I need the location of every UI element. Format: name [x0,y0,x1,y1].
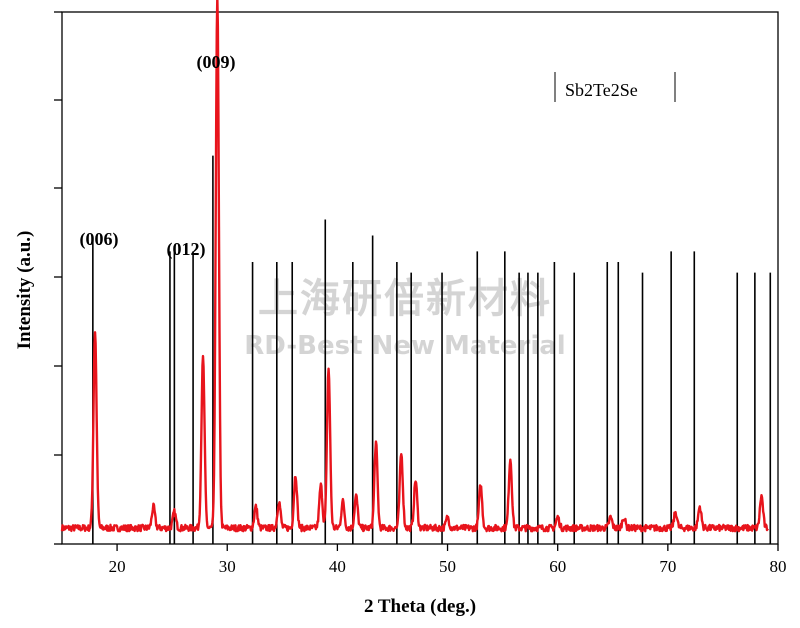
y-axis-ticks [54,11,62,545]
watermark-line2: RD-Best New Material [244,331,565,361]
reference-sticks [92,155,772,544]
legend: Sb2Te2Se [554,72,676,102]
x-tick-label-20: 20 [109,557,126,576]
x-tick-label-70: 70 [659,557,676,576]
annotation-012: (012) [167,239,206,260]
legend-label: Sb2Te2Se [565,80,638,100]
plot-frame [61,11,779,545]
annotation-009: (009) [197,52,236,73]
x-tick-label-80: 80 [770,557,787,576]
x-axis-title: 2 Theta (deg.) [364,596,476,617]
annotation-006: (006) [80,229,119,250]
x-axis-ticks: 20 30 40 50 60 70 80 [109,544,787,576]
x-tick-label-60: 60 [549,557,566,576]
xrd-pattern-series [60,0,769,533]
x-tick-label-40: 40 [329,557,346,576]
watermark: 上海研倍新材料 RD-Best New Material [244,276,565,361]
y-axis-title: Intensity (a.u.) [14,231,35,350]
series-line-sb2te2se [60,0,769,533]
x-tick-label-50: 50 [439,557,456,576]
watermark-line1: 上海研倍新材料 [258,276,552,322]
x-tick-label-30: 30 [219,557,236,576]
